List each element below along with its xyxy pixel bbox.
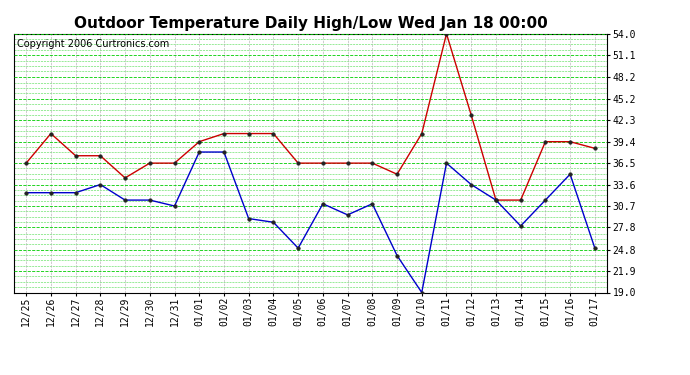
Title: Outdoor Temperature Daily High/Low Wed Jan 18 00:00: Outdoor Temperature Daily High/Low Wed J… — [74, 16, 547, 31]
Text: Copyright 2006 Curtronics.com: Copyright 2006 Curtronics.com — [17, 39, 169, 49]
